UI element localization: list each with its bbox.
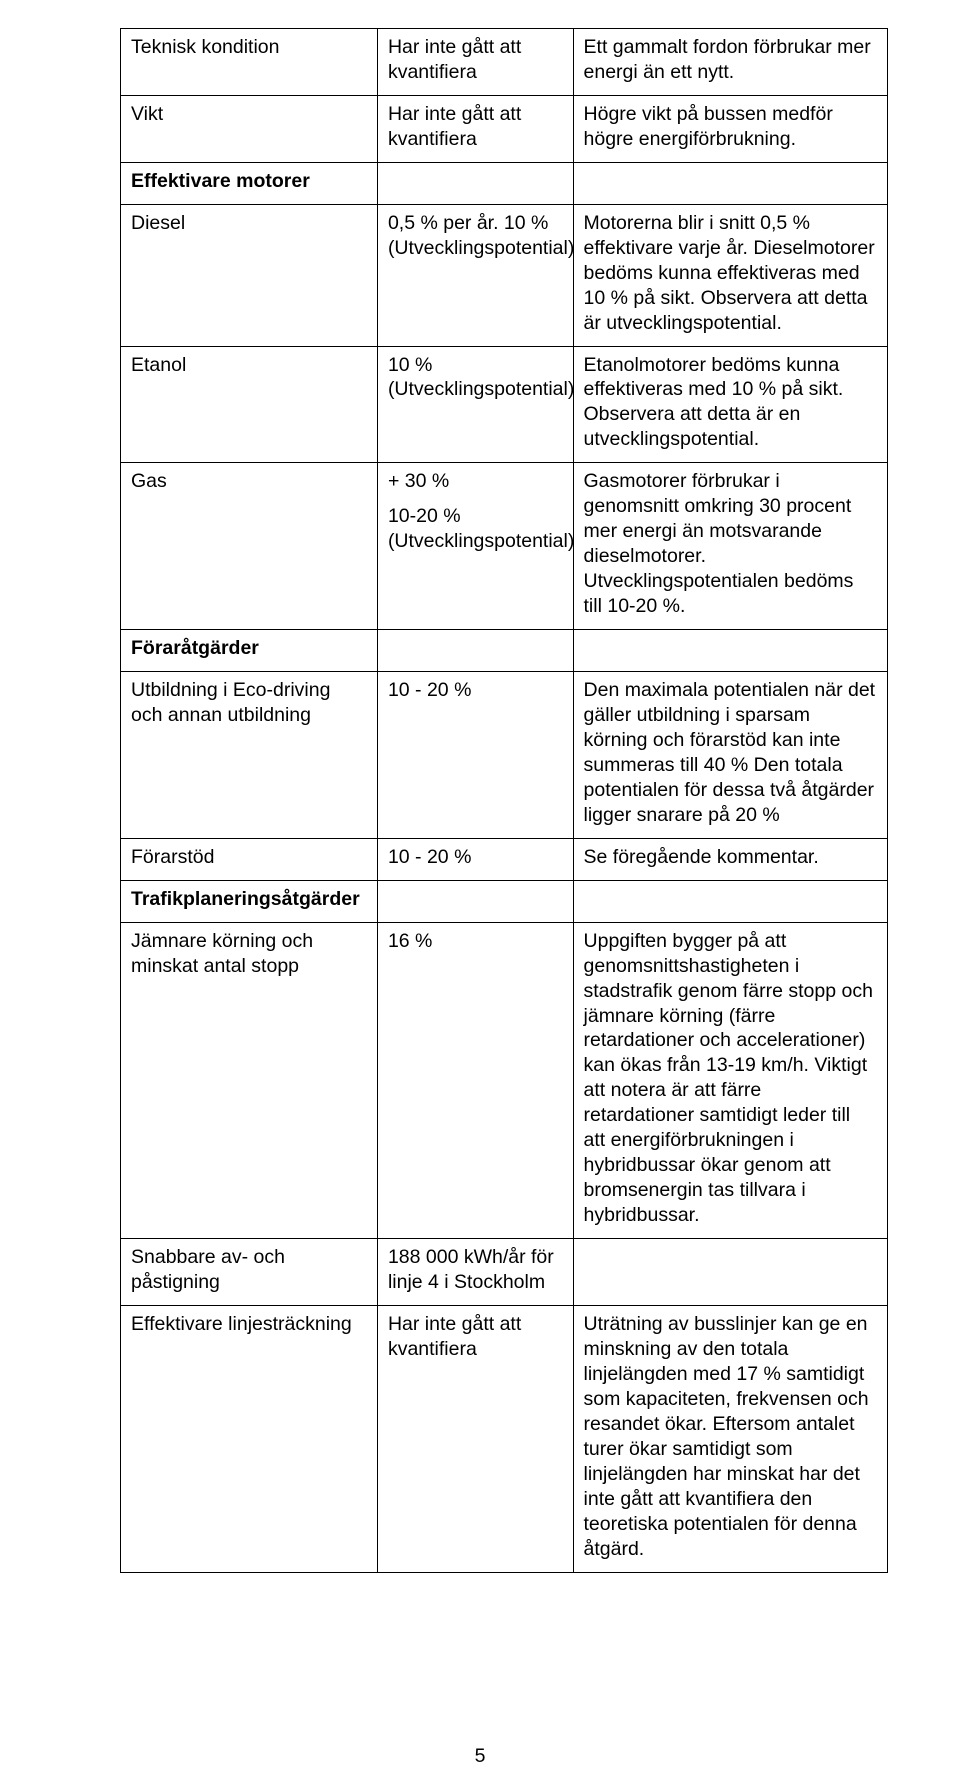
cell-comment: Uträtning av busslinjer kan ge en minskn… <box>573 1305 887 1572</box>
page-number: 5 <box>0 1745 960 1768</box>
cell-value <box>377 880 573 922</box>
cell-label: Utbildning i Eco-driving och annan utbil… <box>121 672 378 839</box>
cell-label: Föraråtgärder <box>121 630 378 672</box>
cell-comment: Etanolmotorer bedöms kunna effektiveras … <box>573 346 887 463</box>
cell-label: Effektivare linjesträckning <box>121 1305 378 1572</box>
cell-value: 10 % (Utvecklingspotential) <box>377 346 573 463</box>
cell-label: Jämnare körning och minskat antal stopp <box>121 922 378 1238</box>
cell-label: Förarstöd <box>121 838 378 880</box>
cell-comment: Uppgiften bygger på att genomsnittshasti… <box>573 922 887 1238</box>
cell-label: Trafikplaneringsåtgärder <box>121 880 378 922</box>
cell-value: 0,5 % per år. 10 % (Utvecklingspotential… <box>377 204 573 346</box>
table-row: Gas + 30 % 10-20 % (Utvecklingspotential… <box>121 463 888 630</box>
table-row: Trafikplaneringsåtgärder <box>121 880 888 922</box>
table-row: Föraråtgärder <box>121 630 888 672</box>
cell-value-line: 10-20 % (Utvecklingspotential) <box>388 504 563 554</box>
cell-comment <box>573 162 887 204</box>
cell-comment <box>573 630 887 672</box>
cell-comment: Se föregående kommentar. <box>573 838 887 880</box>
cell-value: Har inte gått att kvantifiera <box>377 29 573 96</box>
table-row: Snabbare av- och påstigning 188 000 kWh/… <box>121 1239 888 1306</box>
cell-label: Teknisk kondition <box>121 29 378 96</box>
data-table: Teknisk kondition Har inte gått att kvan… <box>120 28 888 1573</box>
cell-value: 188 000 kWh/år för linje 4 i Stockholm <box>377 1239 573 1306</box>
cell-comment: Ett gammalt fordon förbrukar mer energi … <box>573 29 887 96</box>
cell-value: Har inte gått att kvantifiera <box>377 1305 573 1572</box>
cell-label: Gas <box>121 463 378 630</box>
table-row: Teknisk kondition Har inte gått att kvan… <box>121 29 888 96</box>
table-row: Effektivare linjesträckning Har inte gåt… <box>121 1305 888 1572</box>
cell-label: Etanol <box>121 346 378 463</box>
cell-value: 10 - 20 % <box>377 838 573 880</box>
document-page: Teknisk kondition Har inte gått att kvan… <box>0 0 960 1790</box>
cell-value <box>377 630 573 672</box>
cell-value: + 30 % 10-20 % (Utvecklingspotential) <box>377 463 573 630</box>
cell-comment: Den maximala potentialen när det gäller … <box>573 672 887 839</box>
cell-label: Snabbare av- och påstigning <box>121 1239 378 1306</box>
cell-value: 10 - 20 % <box>377 672 573 839</box>
cell-comment <box>573 1239 887 1306</box>
table-row: Jämnare körning och minskat antal stopp … <box>121 922 888 1238</box>
cell-label: Diesel <box>121 204 378 346</box>
cell-value: Har inte gått att kvantifiera <box>377 95 573 162</box>
cell-value-line: + 30 % <box>388 469 563 494</box>
table-row: Diesel 0,5 % per år. 10 % (Utvecklingspo… <box>121 204 888 346</box>
cell-label: Vikt <box>121 95 378 162</box>
cell-comment: Gasmotorer förbrukar i genomsnitt omkrin… <box>573 463 887 630</box>
cell-comment: Högre vikt på bussen medför högre energi… <box>573 95 887 162</box>
table-row: Utbildning i Eco-driving och annan utbil… <box>121 672 888 839</box>
table-row: Effektivare motorer <box>121 162 888 204</box>
cell-comment <box>573 880 887 922</box>
cell-value: 16 % <box>377 922 573 1238</box>
table-row: Förarstöd 10 - 20 % Se föregående kommen… <box>121 838 888 880</box>
cell-label: Effektivare motorer <box>121 162 378 204</box>
cell-comment: Motorerna blir i snitt 0,5 % effektivare… <box>573 204 887 346</box>
table-row: Etanol 10 % (Utvecklingspotential) Etano… <box>121 346 888 463</box>
cell-value <box>377 162 573 204</box>
table-row: Vikt Har inte gått att kvantifiera Högre… <box>121 95 888 162</box>
